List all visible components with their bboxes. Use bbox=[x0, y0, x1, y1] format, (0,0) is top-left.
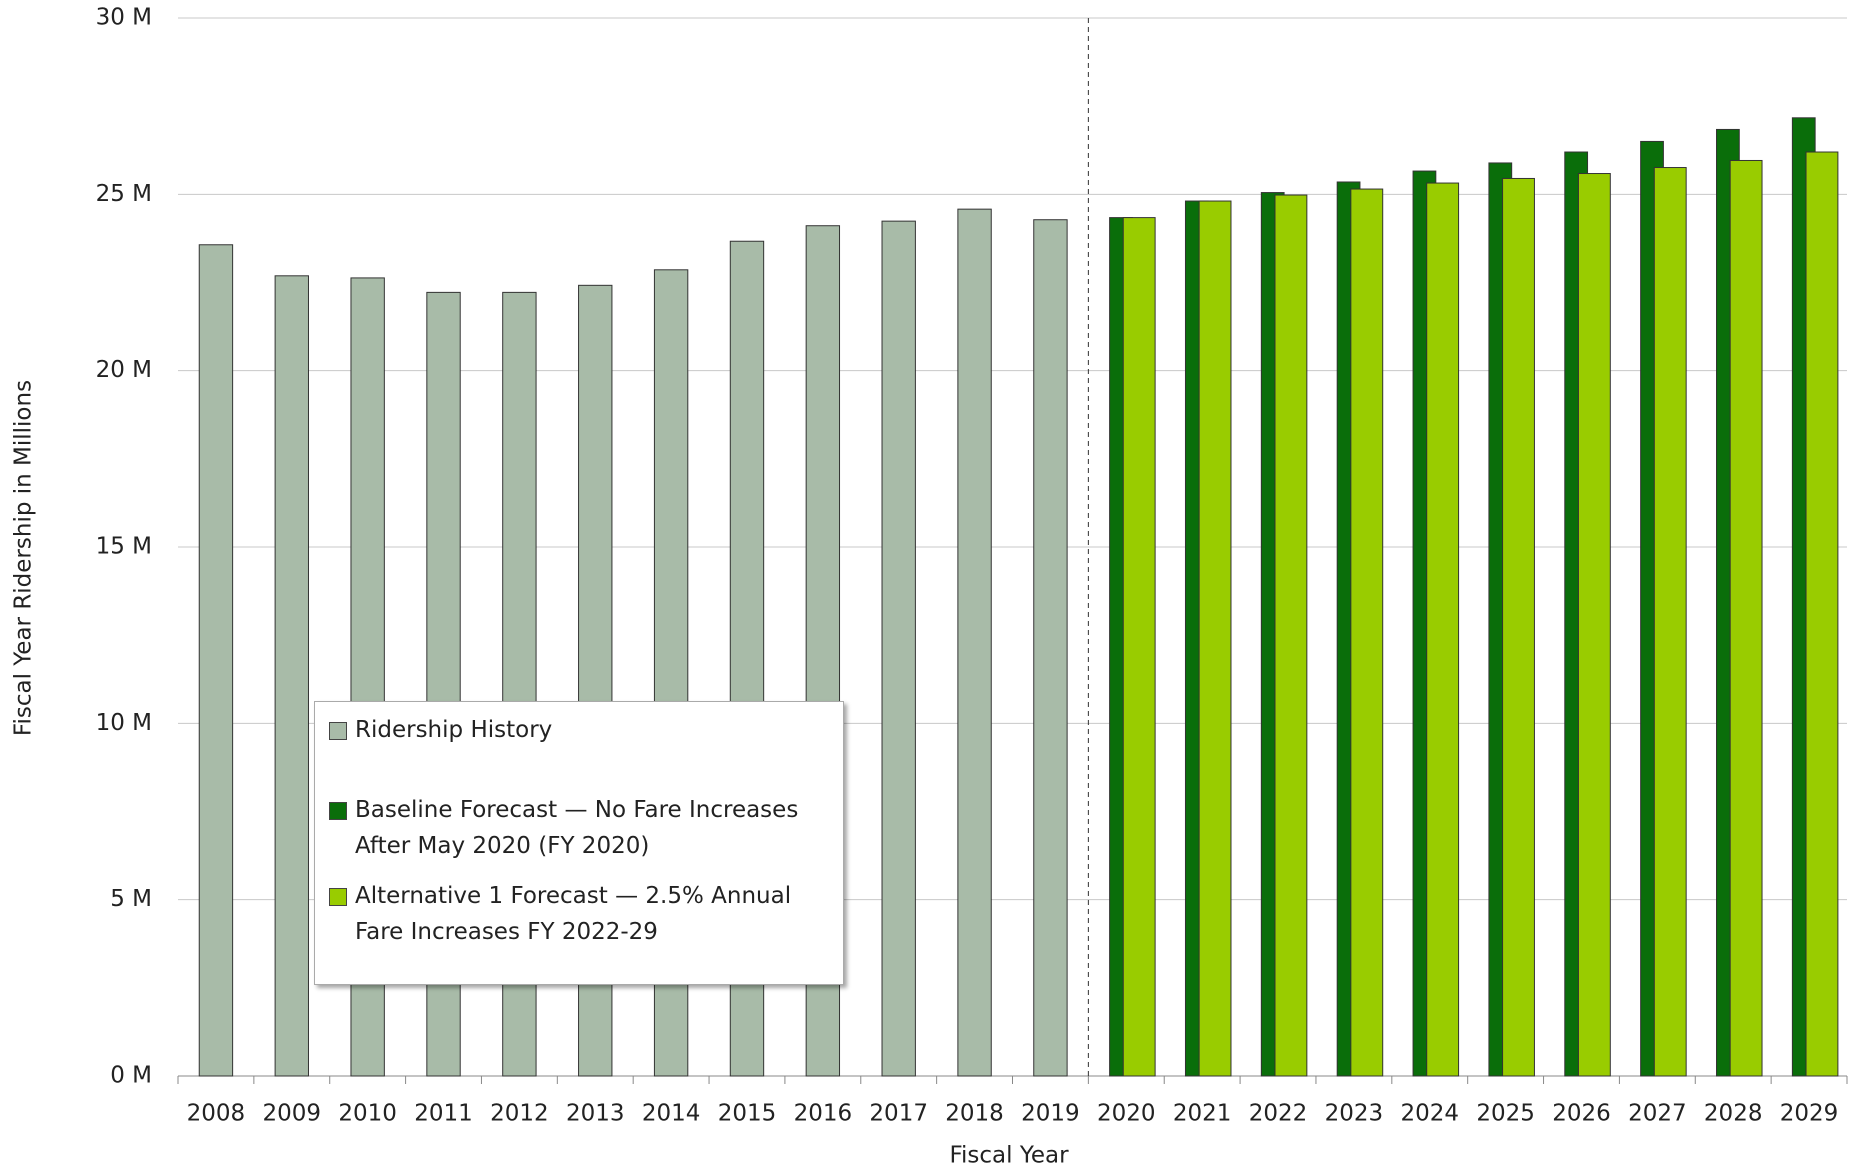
legend-label: Alternative 1 Forecast — 2.5% Annual Far… bbox=[355, 883, 792, 945]
x-tick-label: 2022 bbox=[1249, 1101, 1308, 1127]
y-tick-label: 10 M bbox=[96, 710, 152, 736]
y-tick-label: 0 M bbox=[110, 1063, 152, 1089]
x-tick-label: 2019 bbox=[1021, 1101, 1080, 1127]
x-tick-label: 2010 bbox=[338, 1101, 397, 1127]
x-tick-label: 2020 bbox=[1097, 1101, 1156, 1127]
legend-label: Baseline Forecast — No Fare Increases Af… bbox=[355, 797, 799, 859]
y-tick-label: 30 M bbox=[96, 5, 152, 31]
bar bbox=[1426, 182, 1460, 1077]
legend-label: Ridership History bbox=[355, 717, 553, 743]
bar bbox=[1198, 200, 1232, 1077]
bar bbox=[1653, 167, 1687, 1077]
x-tick-label: 2017 bbox=[869, 1101, 928, 1127]
legend: Ridership History Baseline Forecast — No … bbox=[314, 701, 844, 985]
bar bbox=[1577, 173, 1611, 1077]
y-axis-label: Fiscal Year Ridership in Millions bbox=[11, 380, 37, 736]
x-tick-label: 2018 bbox=[945, 1101, 1004, 1127]
legend-swatch bbox=[329, 802, 347, 820]
legend-swatch bbox=[329, 888, 347, 906]
legend-item: Alternative 1 Forecast — 2.5% Annual Far… bbox=[329, 878, 829, 950]
bar bbox=[881, 220, 916, 1077]
x-tick-label: 2008 bbox=[187, 1101, 246, 1127]
legend-swatch bbox=[329, 722, 347, 740]
x-tick-label: 2027 bbox=[1628, 1101, 1687, 1127]
bar bbox=[1502, 177, 1535, 1077]
x-tick-label: 2024 bbox=[1400, 1101, 1459, 1127]
x-axis-label: Fiscal Year bbox=[949, 1143, 1069, 1169]
bar bbox=[957, 208, 992, 1077]
x-tick-label: 2012 bbox=[490, 1101, 549, 1127]
x-tick-label: 2014 bbox=[642, 1101, 701, 1127]
y-tick-label: 15 M bbox=[96, 534, 152, 560]
legend-item: Ridership History bbox=[329, 712, 829, 748]
x-tick-label: 2029 bbox=[1780, 1101, 1839, 1127]
y-tick-label: 25 M bbox=[96, 181, 152, 207]
x-tick-label: 2015 bbox=[718, 1101, 777, 1127]
bar bbox=[1729, 159, 1763, 1077]
bar bbox=[1350, 188, 1384, 1077]
bar bbox=[274, 275, 309, 1077]
bar bbox=[198, 244, 234, 1077]
y-tick-label: 20 M bbox=[96, 357, 152, 383]
x-tick-label: 2025 bbox=[1476, 1101, 1535, 1127]
x-tick-label: 2021 bbox=[1173, 1101, 1232, 1127]
x-tick-label: 2026 bbox=[1552, 1101, 1611, 1127]
x-tick-label: 2016 bbox=[794, 1101, 853, 1127]
x-tick-label: 2009 bbox=[263, 1101, 322, 1127]
bar bbox=[1274, 194, 1308, 1077]
x-tick-label: 2011 bbox=[414, 1101, 473, 1127]
x-tick-label: 2013 bbox=[566, 1101, 625, 1127]
bar bbox=[1122, 217, 1156, 1077]
y-tick-label: 5 M bbox=[110, 886, 152, 912]
bar bbox=[1033, 219, 1068, 1077]
x-tick-label: 2028 bbox=[1704, 1101, 1763, 1127]
bar bbox=[1805, 151, 1839, 1077]
x-tick-label: 2023 bbox=[1325, 1101, 1384, 1127]
legend-item: Baseline Forecast — No Fare Increases Af… bbox=[329, 792, 829, 864]
